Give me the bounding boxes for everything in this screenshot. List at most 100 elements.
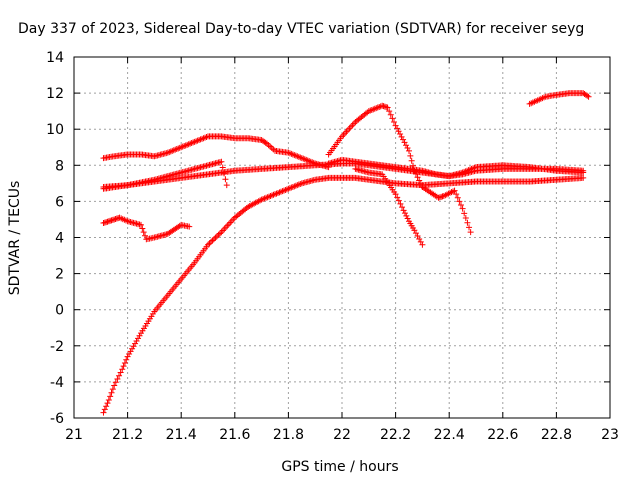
data-point [186,223,193,230]
data-point [179,143,186,150]
data-point [105,396,112,403]
data-point [411,167,418,174]
data-point [188,140,195,147]
data-point [297,180,304,187]
data-point [104,400,111,407]
data-point [100,409,107,416]
data-point [103,403,110,410]
data-point [467,229,474,236]
data-point [585,93,592,100]
x-tick-label: 21.8 [273,427,304,443]
data-point [187,140,194,147]
data-point [453,191,460,198]
x-tick-label: 21.2 [112,427,143,443]
data-point [387,111,394,118]
data-point [374,104,381,111]
data-point [263,194,270,201]
data-point [297,154,304,161]
x-tick-label: 22.4 [434,427,465,443]
data-point [294,153,301,160]
data-point [209,237,216,244]
data-point [416,177,423,184]
y-tick-label: 12 [46,86,64,102]
data-point [394,194,401,201]
data-point [133,337,140,344]
data-point [466,224,473,231]
data-point [401,139,408,146]
data-point [288,150,295,157]
data-point [130,343,137,350]
data-point [289,151,296,158]
data-point [279,188,286,195]
data-point [288,184,295,191]
data-point [196,137,203,144]
data-point [294,182,301,189]
data-point [194,137,201,144]
data-point [392,122,399,129]
data-point [126,351,133,358]
data-point [404,215,411,222]
data-point [395,128,402,135]
data-point [303,156,310,163]
data-point [399,204,406,211]
x-tick-label: 22.2 [380,427,411,443]
data-point [398,133,405,140]
data-point [121,359,128,366]
data-point [142,232,149,239]
data-point [272,191,278,198]
data-point [371,105,378,112]
y-tick-label: -6 [50,411,64,427]
data-point [212,234,219,241]
data-point [222,176,229,183]
data-point [205,241,211,248]
data-point [109,386,116,393]
data-point [289,183,296,190]
data-point [191,138,198,145]
data-point [283,186,290,193]
data-point [454,194,461,201]
y-tick-label: 10 [46,122,64,138]
data-point [190,139,197,146]
data-point [119,366,126,373]
data-point [376,103,383,110]
data-point [111,382,118,389]
data-point [464,219,471,226]
data-point [300,155,307,162]
data-point [401,210,408,217]
data-point [407,152,414,159]
data-point [117,369,124,376]
data-point [206,240,213,247]
data-point [286,150,293,157]
data-point [292,182,299,189]
data-point [394,125,401,132]
data-point [107,393,114,400]
data-point [108,389,115,396]
data-point [403,212,410,219]
data-point [397,131,404,138]
chart-title: Day 337 of 2023, Sidereal Day-to-day VTE… [18,21,584,37]
data-point [384,104,391,111]
data-point [167,148,174,155]
data-point [136,332,143,339]
data-point [218,158,225,165]
data-point [389,115,396,122]
data-point [182,142,189,149]
data-point [132,340,139,347]
x-tick-label: 22.8 [541,427,572,443]
data-point [367,107,374,114]
data-point [280,187,287,194]
data-point [285,149,292,156]
y-axis-title: SDTVAR / TECUs [7,181,23,296]
data-point [386,108,393,115]
x-tick-label: 21.4 [166,427,197,443]
data-point [116,372,123,379]
y-tick-label: 14 [46,50,64,66]
data-point [580,167,587,174]
data-point [123,356,130,363]
data-point [365,108,372,115]
data-point [210,236,217,243]
data-point [127,348,134,355]
data-point [301,156,308,163]
data-point [140,229,147,236]
